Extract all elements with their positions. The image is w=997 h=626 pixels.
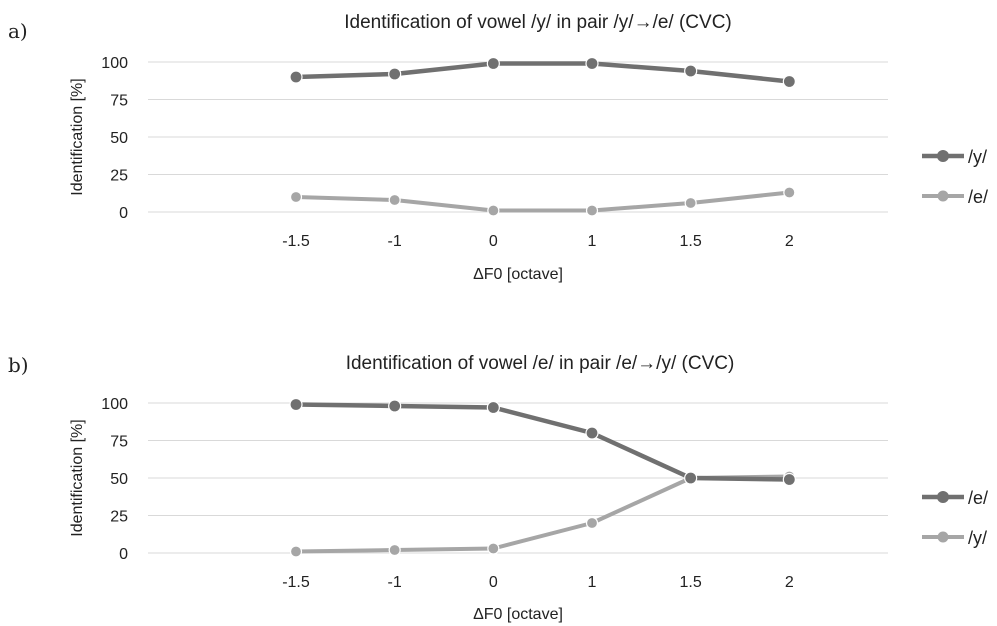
data-point bbox=[684, 196, 697, 210]
x-tick-label: -1.5 bbox=[282, 233, 310, 250]
y-tick-labels: 0 25 50 75 100 bbox=[101, 396, 128, 563]
legend-entry: /e/ bbox=[968, 187, 988, 207]
series-line bbox=[295, 61, 790, 84]
x-tick-label: 1.5 bbox=[680, 233, 702, 250]
y-tick-label: 50 bbox=[110, 130, 128, 147]
y-tick-label: 75 bbox=[110, 93, 128, 110]
series-line bbox=[295, 402, 790, 482]
x-axis-label: ΔF0 [octave] bbox=[473, 606, 563, 623]
series-lines bbox=[289, 56, 796, 217]
legend-swatch-marker bbox=[937, 531, 949, 543]
y-tick-label: 50 bbox=[110, 471, 128, 488]
legend-entry: /e/ bbox=[968, 488, 988, 508]
data-point bbox=[585, 56, 599, 71]
data-point bbox=[782, 472, 796, 487]
x-tick-label: 0 bbox=[489, 574, 498, 591]
data-point bbox=[585, 426, 599, 440]
y-tick-label: 100 bbox=[101, 55, 128, 72]
x-tick-label: -1.5 bbox=[282, 574, 310, 591]
y-tick-label: 75 bbox=[110, 434, 128, 451]
chart-panel-b: b) Identification of vowel /e/ in pair /… bbox=[8, 353, 988, 623]
x-tick-labels: -1.5 -1 0 1 1.5 2 bbox=[282, 233, 794, 250]
chart-panel-a: a) Identification of vowel /y/ in pair /… bbox=[8, 12, 988, 283]
x-axis-label: ΔF0 [octave] bbox=[473, 266, 563, 283]
legend-swatch-marker bbox=[937, 150, 949, 162]
data-point bbox=[289, 70, 303, 84]
y-tick-label: 100 bbox=[101, 396, 128, 413]
y-tick-label: 25 bbox=[110, 509, 128, 526]
data-point bbox=[388, 399, 402, 413]
legend: /y/ /e/ bbox=[922, 147, 988, 207]
data-point bbox=[684, 64, 698, 78]
data-point bbox=[388, 543, 401, 557]
x-tick-labels: -1.5 -1 0 1 1.5 2 bbox=[282, 574, 794, 591]
data-point bbox=[388, 67, 402, 81]
panel-label: a) bbox=[8, 19, 28, 43]
legend-entry: /y/ bbox=[968, 147, 987, 167]
series-line bbox=[295, 190, 790, 213]
x-tick-label: 2 bbox=[785, 574, 794, 591]
data-point bbox=[486, 56, 500, 71]
grid-lines bbox=[148, 61, 888, 213]
data-point bbox=[782, 74, 796, 89]
data-point bbox=[289, 397, 303, 412]
y-tick-label: 0 bbox=[119, 205, 128, 222]
x-tick-label: 1 bbox=[588, 574, 597, 591]
chart-title: Identification of vowel /e/ in pair /e/→… bbox=[346, 353, 735, 374]
legend-entry: /y/ bbox=[968, 528, 987, 548]
data-point bbox=[486, 400, 500, 415]
x-tick-label: 2 bbox=[785, 233, 794, 250]
y-tick-label: 25 bbox=[110, 168, 128, 185]
y-tick-labels: 0 25 50 75 100 bbox=[101, 55, 128, 222]
x-tick-label: 1 bbox=[588, 233, 597, 250]
data-point bbox=[487, 542, 500, 555]
y-tick-label: 0 bbox=[119, 546, 128, 563]
data-point bbox=[783, 186, 796, 199]
x-tick-label: -1 bbox=[388, 574, 402, 591]
series-lines bbox=[289, 397, 796, 558]
series-line bbox=[295, 474, 790, 554]
data-point bbox=[289, 190, 303, 204]
chart-title: Identification of vowel /y/ in pair /y/→… bbox=[344, 12, 732, 33]
y-axis-label: Identification [%] bbox=[69, 78, 86, 195]
y-axis-label: Identification [%] bbox=[69, 419, 86, 536]
panel-label: b) bbox=[8, 353, 29, 377]
legend: /e/ /y/ bbox=[922, 488, 988, 548]
legend-swatch-marker bbox=[937, 190, 949, 202]
data-point bbox=[585, 516, 599, 530]
x-tick-label: 0 bbox=[489, 233, 498, 250]
data-point bbox=[388, 193, 401, 207]
x-tick-label: 1.5 bbox=[680, 574, 702, 591]
data-point bbox=[487, 204, 500, 217]
data-point bbox=[585, 204, 599, 217]
x-tick-label: -1 bbox=[388, 233, 402, 250]
data-point bbox=[289, 545, 303, 558]
data-point bbox=[684, 471, 698, 485]
legend-swatch-marker bbox=[937, 491, 949, 503]
